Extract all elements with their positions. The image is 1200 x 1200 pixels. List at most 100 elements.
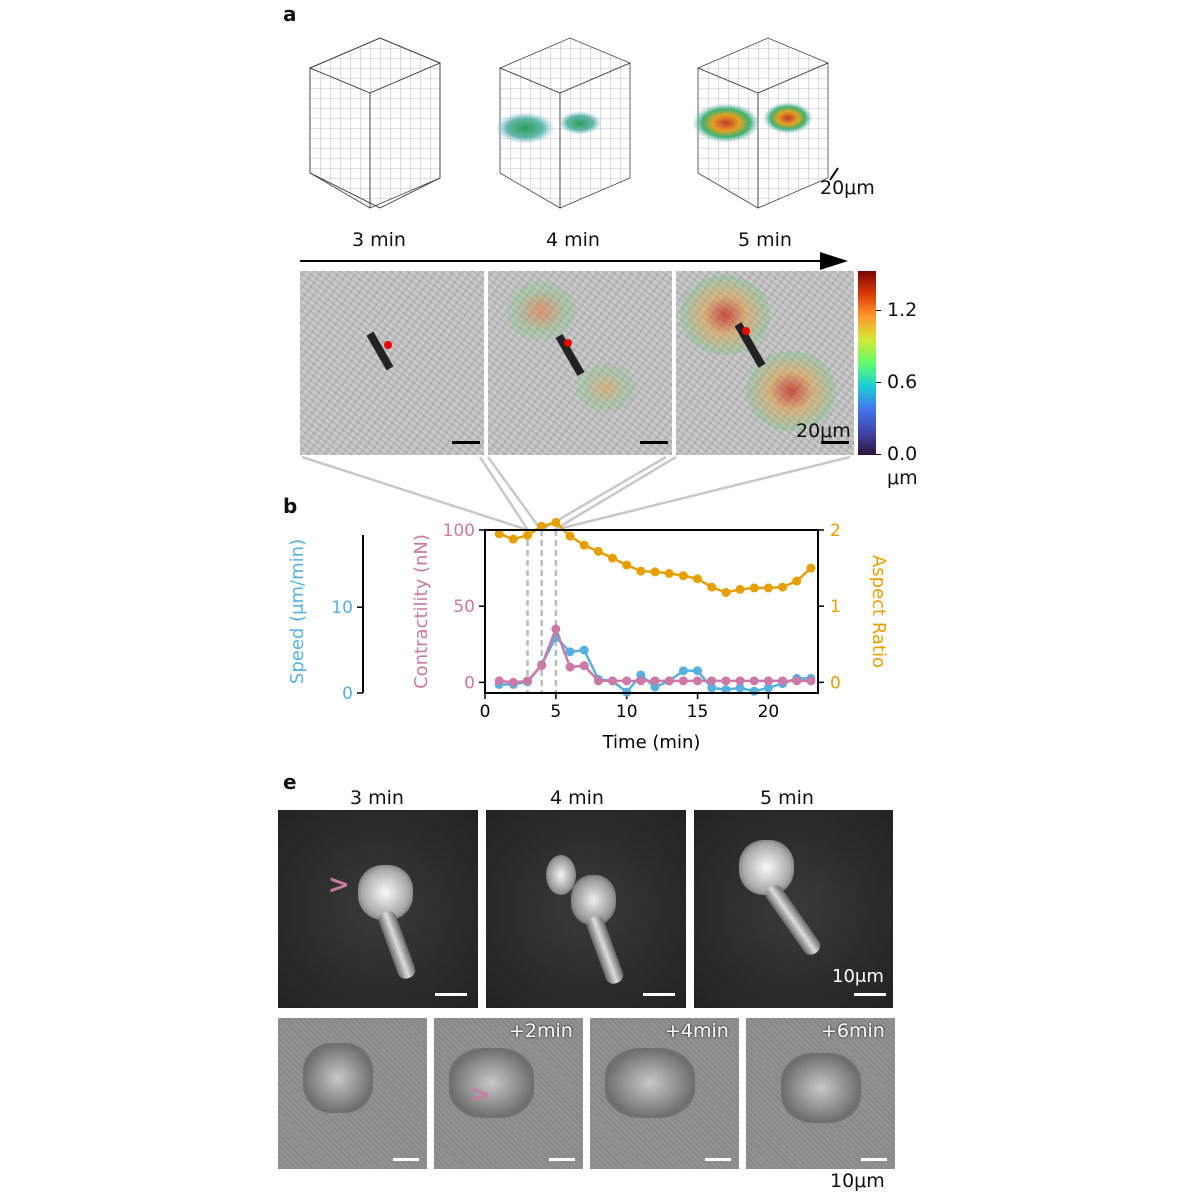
cube-4min — [495, 37, 632, 209]
x-tick-label: 0 — [480, 702, 491, 722]
colorbar-tick-0-0: 0.0 — [887, 443, 918, 465]
contractility-point — [778, 676, 788, 686]
x-tick-label: 10 — [616, 702, 638, 722]
contractility-point — [508, 677, 518, 687]
aspect-ratio-point — [693, 574, 703, 584]
aspect-ratio-point — [650, 567, 660, 577]
dic-image-6min: +6min — [746, 1018, 895, 1169]
aspect-ratio-point — [622, 560, 632, 570]
speed-point — [749, 686, 759, 696]
3d-displacement-cubes — [308, 37, 839, 209]
aspect-ratio-axis: 0 1 2 Aspect Ratio — [818, 521, 889, 693]
panel-letter-e: e — [283, 770, 297, 794]
x-tick-label: 15 — [687, 702, 709, 722]
contractility-point — [565, 662, 575, 672]
speed-axis-label: Speed (μm/min) — [287, 539, 308, 684]
contractility-point — [792, 676, 802, 686]
aspect-ratio-point — [494, 529, 504, 539]
time-label-e-3: 3 min — [350, 787, 404, 809]
aspect-ratio-point — [792, 576, 802, 586]
aspect-ratio-point — [508, 534, 518, 544]
scale-label-e-top: 10μm — [832, 966, 884, 987]
aspect-ratio-point — [735, 584, 745, 594]
contractility-point — [664, 676, 674, 686]
aspect-ratio-point — [565, 531, 575, 541]
x-axis-label: Time (min) — [602, 732, 701, 753]
connector-lines — [301, 455, 851, 532]
contractility-point — [523, 676, 533, 686]
speed-point — [763, 683, 773, 693]
arrowhead-marker-top: > — [328, 870, 350, 900]
x-tick-label: 20 — [758, 702, 780, 722]
aspect-ratio-point — [608, 553, 618, 563]
aspect-ratio-point — [749, 583, 759, 593]
aspect-axis-label: Aspect Ratio — [868, 555, 889, 668]
cell-image-5min: 10μm — [694, 810, 893, 1008]
x-tick-label: 5 — [550, 702, 561, 722]
aspect-tick-label: 1 — [830, 597, 841, 617]
contractility-tick-label: 100 — [443, 521, 475, 541]
time-label-plus-4: +4min — [665, 1020, 729, 1042]
aspect-ratio-point — [721, 587, 731, 597]
aspect-ratio-point — [678, 571, 688, 581]
contractility-point — [749, 676, 759, 686]
contractility-axis: 0 50 100 Contractility (nN) — [411, 521, 485, 693]
aspect-ratio-point — [593, 546, 603, 556]
speed-point — [735, 683, 745, 693]
aspect-ratio-point — [579, 540, 589, 550]
colorbar-tick-1-2: 1.2 — [887, 299, 918, 321]
speed-tick-label: 10 — [331, 598, 353, 618]
speed-tick-label: 0 — [342, 684, 353, 704]
contractility-axis-label: Contractility (nN) — [411, 534, 432, 689]
contractility-point — [636, 676, 646, 686]
panel-letter-b: b — [283, 494, 298, 518]
contractility-point — [593, 676, 603, 686]
aspect-ratio-point — [523, 530, 533, 540]
speed-point — [721, 685, 731, 695]
contractility-point — [707, 676, 717, 686]
bead-image-4min — [488, 271, 672, 455]
arrowhead-marker-bottom: > — [470, 1080, 491, 1108]
colorbar-unit: μm — [887, 467, 918, 489]
aspect-ratio-line — [498, 520, 812, 594]
time-label-plus-2: +2min — [509, 1020, 573, 1042]
aspect-ratio-point — [551, 517, 561, 527]
series-group — [494, 517, 816, 697]
dic-image-4min: +4min — [590, 1018, 739, 1169]
aspect-ratio-point — [763, 583, 773, 593]
image-scale-label: 20μm — [796, 420, 851, 442]
plot-frame — [484, 529, 819, 694]
time-label-e-4: 4 min — [550, 787, 604, 809]
speed-axis: 0 10 Speed (μm/min) — [287, 535, 364, 704]
cube-scale-bar — [829, 167, 839, 181]
contractility-point — [622, 676, 632, 686]
aspect-tick-label: 2 — [830, 521, 841, 541]
cube-scale-label: 20μm — [820, 177, 875, 199]
colorbar — [858, 271, 876, 455]
scale-label-e-bottom: 10μm — [830, 1170, 885, 1192]
bead-image-3min — [300, 271, 484, 455]
contractility-tick-label: 50 — [453, 597, 475, 617]
contractility-line — [499, 625, 811, 684]
contractility-point — [806, 676, 816, 686]
time-label-a-4: 4 min — [546, 229, 600, 251]
aspect-tick-label: 0 — [830, 673, 841, 693]
contractility-point — [650, 676, 660, 686]
aspect-ratio-point — [707, 582, 717, 592]
colorbar-tick-0-6: 0.6 — [887, 371, 918, 393]
time-label-e-5: 5 min — [760, 787, 814, 809]
contractility-point — [678, 676, 688, 686]
x-axis: 0 5 10 15 20 Time (min) — [480, 693, 780, 753]
contractility-point — [579, 661, 589, 671]
cell-image-4min — [486, 810, 686, 1008]
contractility-tick-label: 0 — [464, 673, 475, 693]
contractility-point — [608, 676, 618, 686]
contractility-point — [494, 676, 504, 686]
contractility-point — [693, 676, 703, 686]
cube-3min — [308, 37, 442, 209]
cell-image-3min: > — [278, 810, 478, 1008]
aspect-ratio-point — [537, 521, 547, 531]
panel-letter-a: a — [283, 2, 297, 26]
contractility-point — [763, 676, 773, 686]
